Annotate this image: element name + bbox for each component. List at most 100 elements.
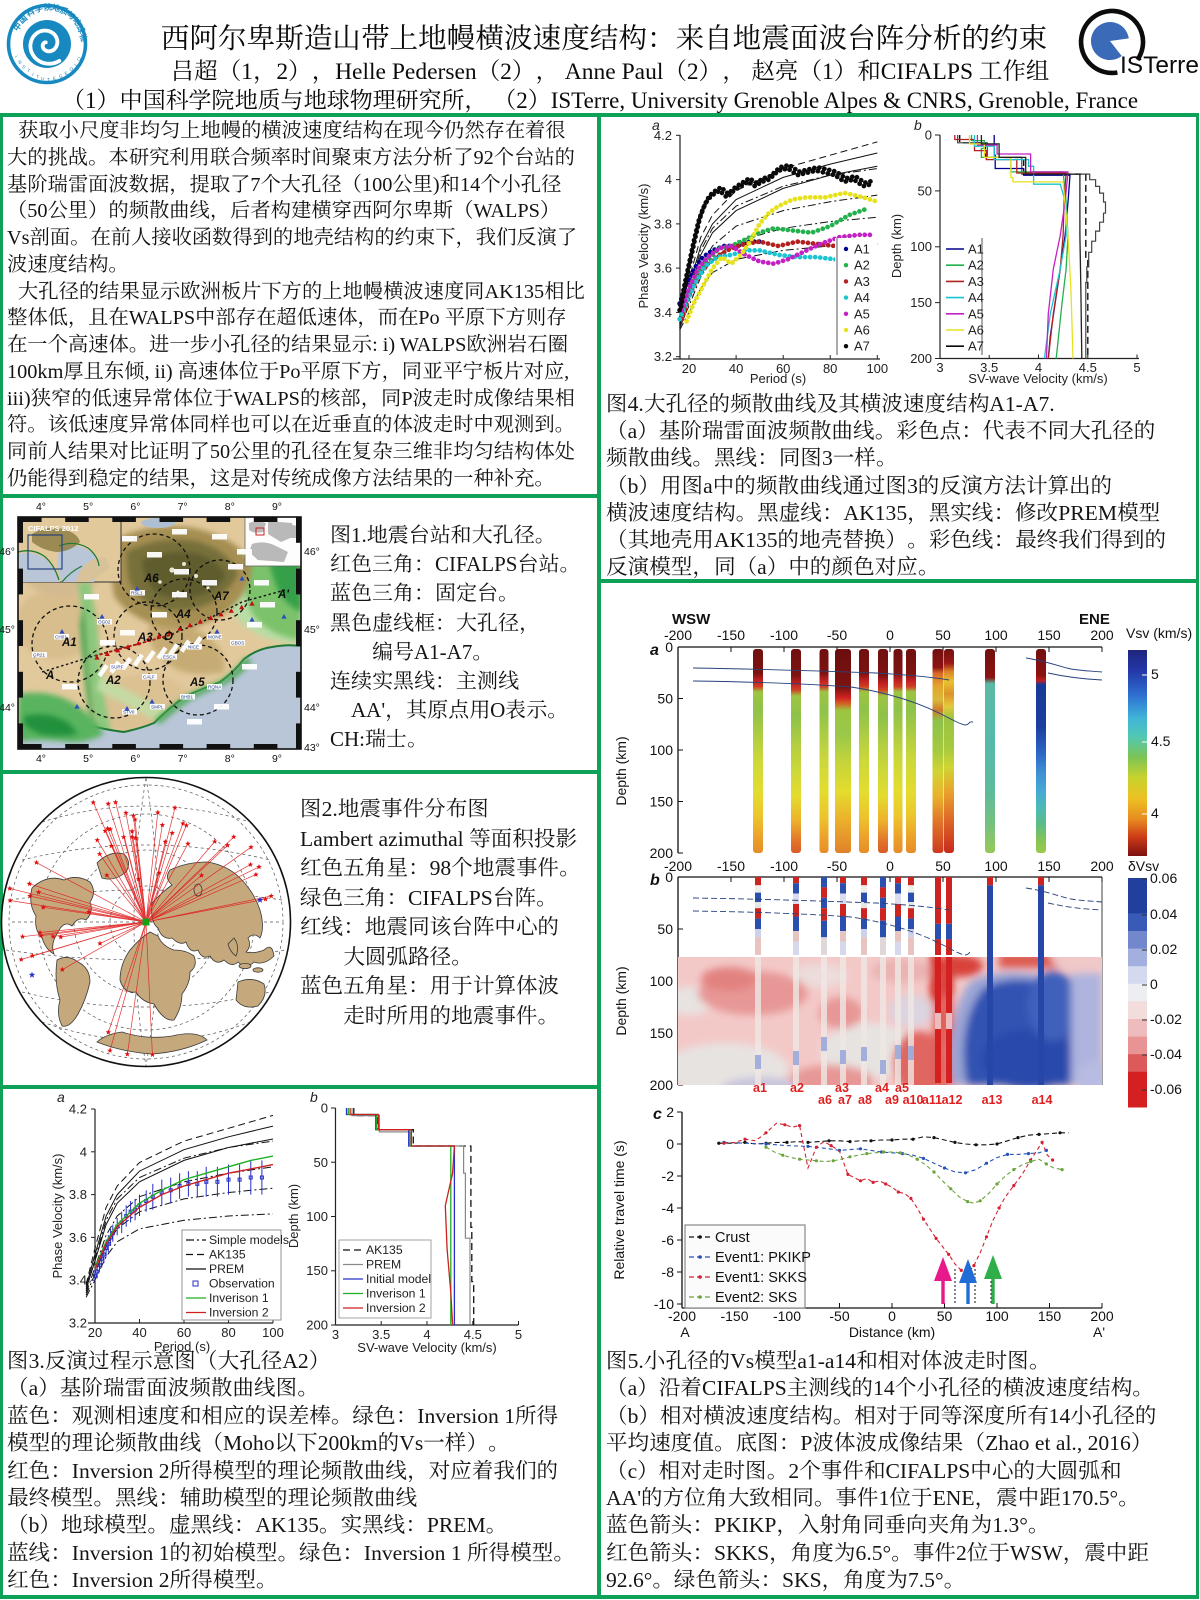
svg-text:3.4: 3.4 <box>69 1273 87 1288</box>
svg-text:A4: A4 <box>854 290 870 305</box>
svg-text:0: 0 <box>666 1136 674 1152</box>
svg-text:0.06: 0.06 <box>1150 870 1177 886</box>
svg-text:9°: 9° <box>272 501 282 513</box>
svg-text:80: 80 <box>221 1325 235 1340</box>
svg-text:地: 地 <box>51 2 60 13</box>
svg-text:Event2: SKS: Event2: SKS <box>715 1290 797 1306</box>
svg-text:a2: a2 <box>790 1081 804 1095</box>
svg-text:0: 0 <box>888 1308 896 1324</box>
svg-text:-100: -100 <box>770 627 798 643</box>
svg-text:4: 4 <box>1035 360 1042 375</box>
svg-text:WSW: WSW <box>672 611 711 628</box>
svg-text:物: 物 <box>78 32 90 43</box>
svg-text:3: 3 <box>332 1327 339 1342</box>
svg-text:a6: a6 <box>818 1093 832 1107</box>
svg-text:a11: a11 <box>922 1093 942 1107</box>
svg-text:c: c <box>653 1106 662 1123</box>
svg-text:T: T <box>47 77 50 82</box>
svg-text:PREM: PREM <box>209 1262 244 1276</box>
svg-text:45°: 45° <box>0 624 15 636</box>
svg-text:-0.04: -0.04 <box>1150 1046 1182 1062</box>
svg-text:100: 100 <box>306 1209 328 1224</box>
svg-text:-200: -200 <box>668 1308 696 1324</box>
svg-text:9°: 9° <box>272 753 282 765</box>
svg-text:100: 100 <box>262 1325 284 1340</box>
svg-text:0.04: 0.04 <box>1150 906 1177 922</box>
svg-text:a13: a13 <box>982 1093 1003 1107</box>
svg-text:b: b <box>310 1089 318 1105</box>
svg-text:0: 0 <box>886 627 894 643</box>
svg-text:I: I <box>14 54 19 58</box>
svg-text:4: 4 <box>423 1327 430 1342</box>
svg-text:8°: 8° <box>225 753 235 765</box>
svg-text:Distance (km): Distance (km) <box>849 1324 935 1340</box>
svg-text:Depth (km): Depth (km) <box>889 214 904 278</box>
svg-text:a7: a7 <box>838 1093 852 1107</box>
svg-text:0: 0 <box>665 869 673 885</box>
svg-text:4°: 4° <box>36 753 46 765</box>
svg-text:5: 5 <box>1151 666 1159 682</box>
svg-text:A': A' <box>277 589 290 601</box>
svg-text:A6: A6 <box>968 323 984 338</box>
svg-text:3.6: 3.6 <box>654 261 672 276</box>
svg-text:4: 4 <box>80 1144 87 1159</box>
svg-text:100: 100 <box>650 742 674 758</box>
svg-text:80: 80 <box>823 361 837 376</box>
svg-text:60: 60 <box>776 361 790 376</box>
svg-text:0.02: 0.02 <box>1150 941 1177 957</box>
svg-text:NICE: NICE <box>188 645 199 650</box>
svg-text:A6: A6 <box>854 323 870 338</box>
svg-text:44°: 44° <box>0 702 15 714</box>
svg-text:-8: -8 <box>662 1264 675 1280</box>
svg-text:Phase Velocity (km/s): Phase Velocity (km/s) <box>636 184 651 309</box>
svg-text:OG02: OG02 <box>98 620 111 625</box>
svg-text:PREM: PREM <box>366 1258 401 1272</box>
svg-text:a: a <box>57 1089 65 1105</box>
svg-text:4.5: 4.5 <box>464 1327 482 1342</box>
svg-text:-100: -100 <box>773 1308 801 1324</box>
svg-text:b: b <box>914 117 922 133</box>
svg-text:-50: -50 <box>829 1308 849 1324</box>
svg-text:Period (s): Period (s) <box>750 371 806 386</box>
svg-text:200: 200 <box>1090 858 1114 874</box>
svg-text:ISTerre: ISTerre <box>1120 52 1199 79</box>
svg-text:b: b <box>650 872 660 889</box>
svg-text:a14: a14 <box>1032 1093 1053 1107</box>
svg-text:RQNA: RQNA <box>208 685 222 690</box>
svg-text:δVsv: δVsv <box>1128 858 1159 874</box>
svg-text:Depth (km): Depth (km) <box>286 1184 301 1248</box>
svg-text:60: 60 <box>177 1325 191 1340</box>
svg-text:A7: A7 <box>968 339 984 354</box>
svg-text:-150: -150 <box>717 627 745 643</box>
svg-text:院: 院 <box>44 2 53 12</box>
svg-text:Depth (km): Depth (km) <box>613 966 629 1035</box>
svg-text:0: 0 <box>665 639 673 655</box>
svg-text:Simple models: Simple models <box>209 1233 289 1247</box>
svg-text:RSL1: RSL1 <box>131 591 143 596</box>
svg-text:5°: 5° <box>83 753 93 765</box>
svg-text:a10: a10 <box>903 1093 924 1107</box>
svg-text:A3: A3 <box>854 274 870 289</box>
svg-text:3.2: 3.2 <box>654 349 672 364</box>
svg-text:CH01: CH01 <box>55 635 67 640</box>
svg-text:150: 150 <box>650 1025 674 1041</box>
svg-text:S: S <box>21 64 27 70</box>
svg-text:0: 0 <box>1150 976 1158 992</box>
svg-text:E: E <box>53 76 57 81</box>
svg-text:Phase Velocity (km/s): Phase Velocity (km/s) <box>50 1154 65 1279</box>
svg-text:Period (s): Period (s) <box>154 1339 210 1354</box>
svg-text:O: O <box>76 56 82 62</box>
svg-text:Inversion 2: Inversion 2 <box>209 1306 269 1320</box>
svg-text:Initial model: Initial model <box>366 1272 431 1286</box>
svg-text:43°: 43° <box>304 742 320 754</box>
svg-text:50: 50 <box>657 921 673 937</box>
svg-text:CIFALPS 2012: CIFALPS 2012 <box>28 524 78 533</box>
svg-text:SURF: SURF <box>111 665 124 670</box>
svg-text:-0.06: -0.06 <box>1150 1081 1182 1097</box>
svg-text:Inversion 2: Inversion 2 <box>366 1301 426 1315</box>
svg-text:A5: A5 <box>854 306 870 321</box>
svg-text:SMPL: SMPL <box>151 705 164 710</box>
svg-text:7°: 7° <box>178 501 188 513</box>
svg-text:100: 100 <box>984 627 1008 643</box>
svg-text:STV0: STV0 <box>123 710 135 715</box>
